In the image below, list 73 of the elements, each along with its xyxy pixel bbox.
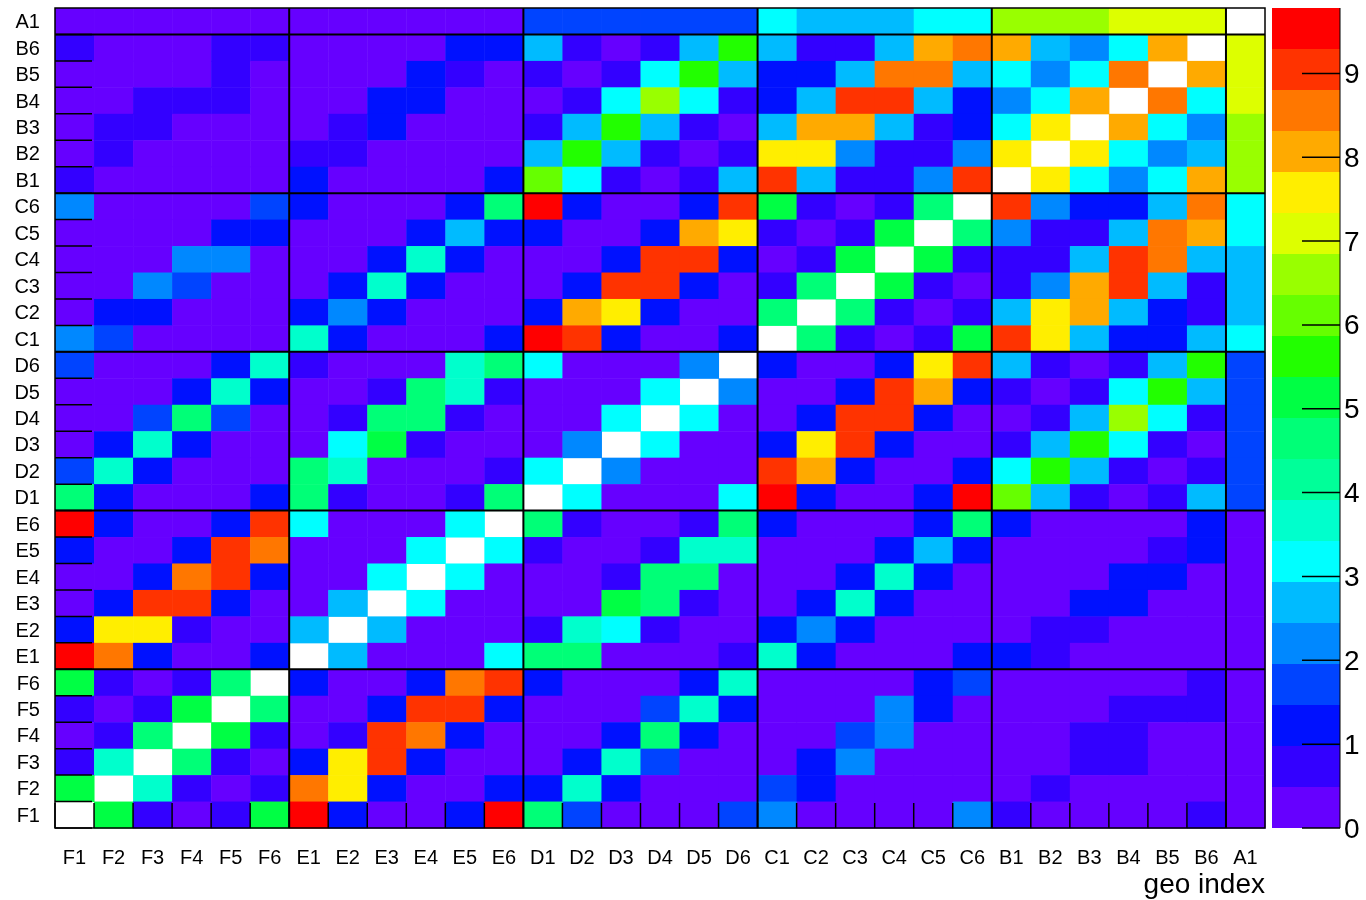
y-tick-label: D2 <box>14 459 40 482</box>
y-tick-label: F6 <box>16 671 40 694</box>
y-tick-label: C6 <box>14 195 40 218</box>
y-tick-label: C5 <box>14 221 40 244</box>
color-bar-label: 1 <box>1344 728 1360 760</box>
x-tick-label: C3 <box>842 846 868 868</box>
x-tick-label: E3 <box>374 846 400 868</box>
y-tick-label: C3 <box>14 274 40 297</box>
y-tick-label: E4 <box>15 565 40 588</box>
y-tick-label: D6 <box>14 354 40 377</box>
y-tick-label: B2 <box>15 142 40 165</box>
y-tick-label: F5 <box>16 697 40 720</box>
y-tick-label: D3 <box>14 433 40 456</box>
y-tick-label: B6 <box>15 36 40 59</box>
x-tick-label: B1 <box>999 846 1024 868</box>
x-tick-label: D1 <box>530 846 556 868</box>
y-tick-label: B1 <box>15 168 40 191</box>
y-tick-label: E6 <box>15 512 40 535</box>
y-tick-label: D1 <box>14 486 40 509</box>
color-bar-label: 4 <box>1344 477 1360 509</box>
x-tick-label: F4 <box>179 846 204 868</box>
x-tick-label: C1 <box>764 846 790 868</box>
y-tick-label: F2 <box>16 777 40 800</box>
x-tick-label: F2 <box>101 846 126 868</box>
color-bar-label: 0 <box>1344 812 1360 844</box>
y-tick-label: C1 <box>14 327 40 350</box>
x-tick-label: C5 <box>920 846 947 868</box>
x-tick-label: D4 <box>647 846 673 868</box>
x-tick-label: D5 <box>686 846 712 868</box>
y-tick-label: B5 <box>15 63 40 86</box>
x-tick-label: F5 <box>218 846 243 868</box>
x-tick-label: C2 <box>803 846 829 868</box>
x-tick-label: B5 <box>1155 846 1180 868</box>
x-tick-label: E6 <box>491 846 517 868</box>
color-bar-label: 8 <box>1344 141 1360 173</box>
x-tick-label: F6 <box>258 846 282 868</box>
color-bar-label: 3 <box>1344 560 1360 592</box>
y-tick-label: C2 <box>14 301 40 324</box>
y-tick-label: E3 <box>15 592 40 615</box>
color-bar-label: 5 <box>1344 393 1360 425</box>
x-tick-label: E1 <box>296 846 321 868</box>
color-bar-label: 9 <box>1344 57 1360 89</box>
color-bar-label: 2 <box>1344 644 1360 676</box>
y-tick-label: E2 <box>15 618 40 641</box>
y-tick-label: F3 <box>16 750 40 773</box>
y-tick-label: C4 <box>14 248 40 271</box>
x-tick-label: D6 <box>725 846 751 868</box>
y-tick-label: D5 <box>14 380 40 403</box>
y-tick-label: B3 <box>15 116 40 139</box>
y-tick-label: B4 <box>15 89 40 112</box>
x-tick-label: D2 <box>569 846 595 868</box>
x-tick-label: D3 <box>608 846 634 868</box>
x-tick-label: F1 <box>62 846 87 868</box>
x-tick-label: C6 <box>959 846 986 868</box>
x-tick-label: C4 <box>881 846 907 868</box>
y-tick-label: F4 <box>16 724 40 747</box>
color-bar-label: 7 <box>1344 225 1360 257</box>
x-tick-label: F3 <box>140 846 165 868</box>
x-tick-label: B4 <box>1116 846 1141 868</box>
x-tick-label: B6 <box>1194 846 1219 868</box>
y-tick-label: E5 <box>15 539 40 562</box>
y-tick-label: D4 <box>14 407 40 429</box>
x-tick-label: E2 <box>335 846 360 868</box>
x-tick-label: E4 <box>413 846 439 868</box>
x-tick-label: A1 <box>1233 846 1258 868</box>
y-tick-label: F1 <box>16 803 40 826</box>
y-tick-label: E1 <box>15 645 40 668</box>
x-axis-title: geo index <box>1143 867 1265 899</box>
y-tick-label: A1 <box>15 10 40 33</box>
color-bar-label: 6 <box>1344 309 1360 341</box>
x-tick-label: B3 <box>1077 846 1102 868</box>
x-tick-label: B2 <box>1038 846 1063 868</box>
x-tick-label: E5 <box>452 846 478 868</box>
